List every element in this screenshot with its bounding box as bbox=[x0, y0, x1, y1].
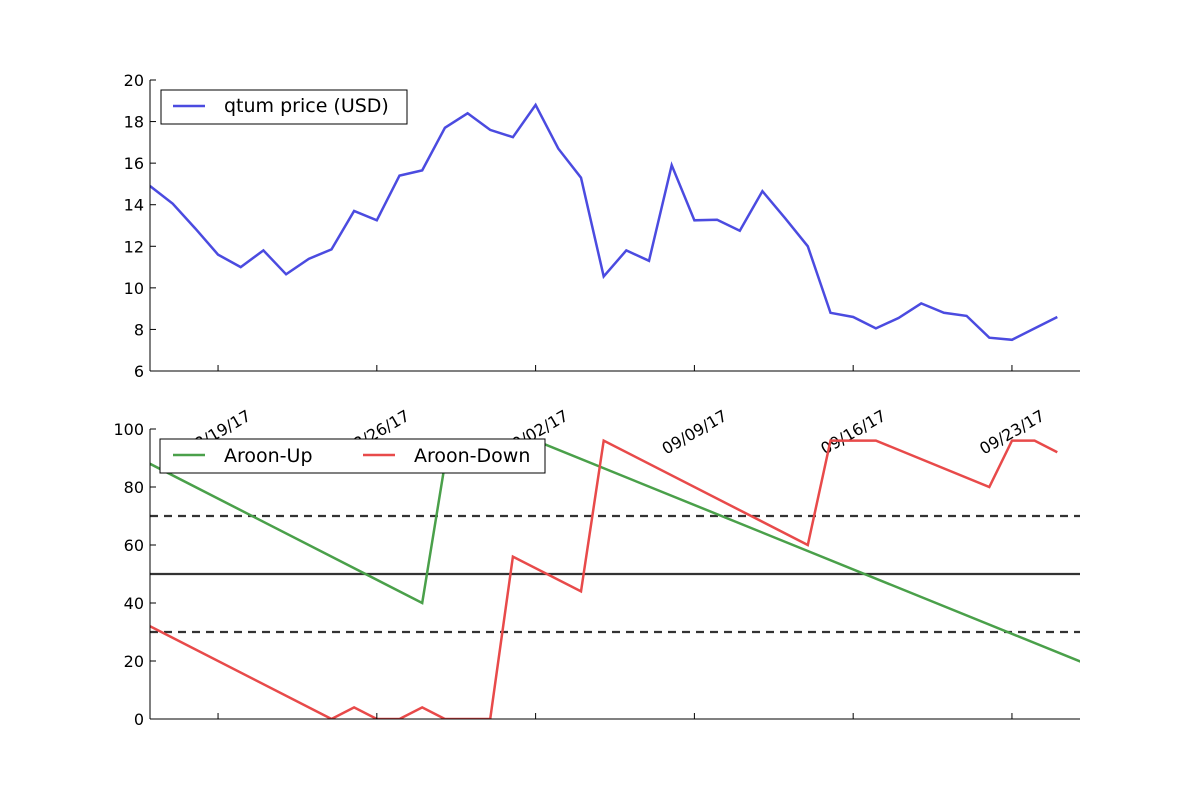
price-series-layer bbox=[150, 102, 1058, 342]
aroon-y-tick-label: 0 bbox=[134, 710, 144, 729]
aroon-down-legend-label: Aroon-Down bbox=[414, 445, 530, 467]
price-legend: qtum price (USD) bbox=[160, 89, 408, 125]
aroon-reference-lines bbox=[150, 514, 1080, 634]
aroon-y-tick-label: 60 bbox=[124, 536, 144, 555]
price-y-tick-label: 10 bbox=[124, 279, 144, 298]
aroon-up-legend-label: Aroon-Up bbox=[224, 445, 313, 467]
price-legend-label: qtum price (USD) bbox=[224, 95, 389, 117]
aroon-legend: Aroon-Up Aroon-Down bbox=[159, 438, 546, 474]
aroon-axes-layer: 0 20 40 60 80 100 bbox=[113, 420, 1080, 729]
aroon-legend-box bbox=[159, 438, 546, 474]
aroon-y-tick-label: 20 bbox=[124, 652, 144, 671]
aroon-y-tick-label: 80 bbox=[124, 478, 144, 497]
aroon-chart-panel: 0 20 40 60 80 100 Aroon-Up Aroon-Down bbox=[113, 420, 1080, 729]
price-y-tick-label: 6 bbox=[134, 362, 144, 381]
price-y-tick-label: 8 bbox=[134, 320, 144, 339]
price-y-tick-label: 14 bbox=[124, 196, 144, 215]
price-y-tick-label: 20 bbox=[124, 71, 144, 90]
price-y-tick-label: 16 bbox=[124, 154, 144, 173]
aroon-down-series-line bbox=[150, 438, 1058, 719]
aroon-y-tick-label: 40 bbox=[124, 594, 144, 613]
price-y-tick-label: 18 bbox=[124, 113, 144, 132]
price-y-tick-label: 12 bbox=[124, 237, 144, 256]
qtum-price-usd-series-line bbox=[150, 102, 1058, 342]
aroon-y-tick-label: 100 bbox=[113, 420, 144, 439]
